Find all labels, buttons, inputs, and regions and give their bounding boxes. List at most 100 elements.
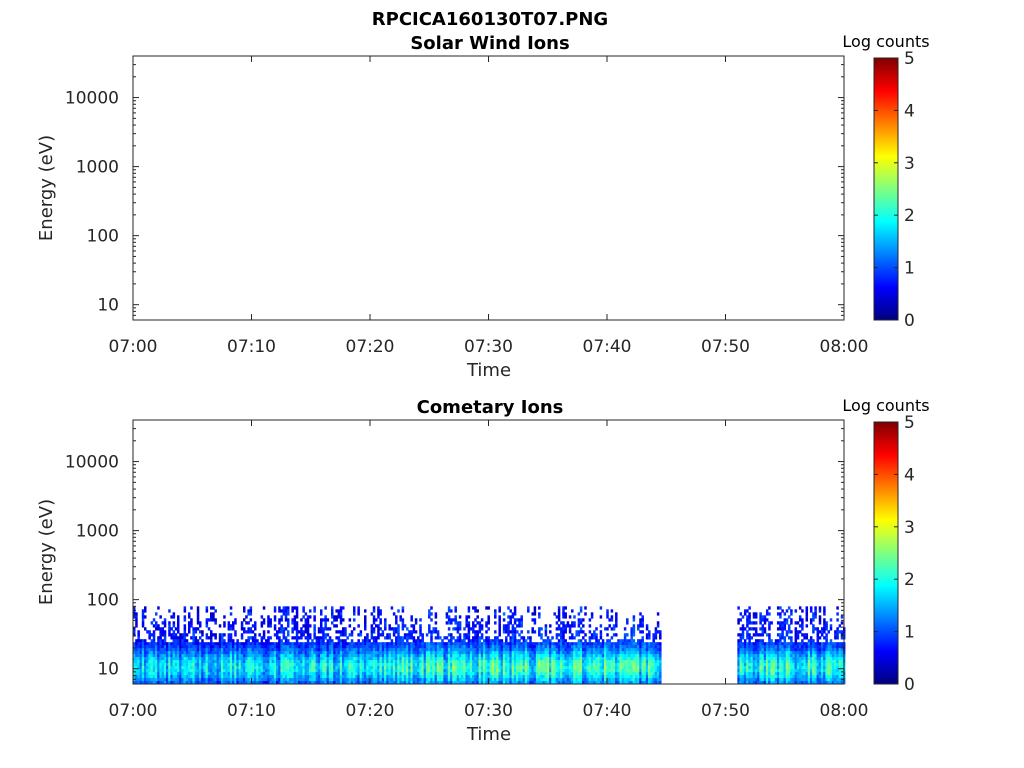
heatmap-cell [377, 627, 380, 631]
heatmap-cell [763, 618, 767, 622]
heatmap-cell [337, 678, 341, 682]
heatmap-cell [379, 642, 382, 646]
heatmap-cell [320, 642, 323, 646]
heatmap-cell [315, 645, 319, 649]
heatmap-cell [456, 651, 460, 655]
heatmap-cell [135, 645, 138, 649]
heatmap-cell [641, 669, 644, 673]
heatmap-cell [291, 609, 294, 613]
heatmap-cell [575, 645, 578, 649]
heatmap-cell [148, 660, 151, 664]
heatmap-cell [549, 657, 552, 661]
heatmap-cell [509, 660, 512, 664]
heatmap-cell [430, 657, 433, 661]
heatmap-cell [335, 657, 338, 661]
heatmap-cell [439, 648, 442, 652]
heatmap-cell [544, 624, 548, 628]
heatmap-cell [551, 651, 554, 655]
heatmap-cell [623, 642, 627, 646]
heatmap-cell [637, 627, 640, 631]
heatmap-cell [260, 660, 264, 664]
heatmap-cell [469, 639, 473, 643]
heatmap-cell [522, 636, 526, 640]
heatmap-cell [258, 681, 261, 685]
heatmap-cell [761, 648, 765, 652]
heatmap-cell [604, 660, 607, 664]
heatmap-cell [304, 618, 308, 622]
heatmap-cell [353, 648, 356, 652]
heatmap-cell [461, 675, 464, 679]
heatmap-cell [601, 672, 605, 676]
heatmap-cell [317, 675, 321, 679]
heatmap-cell [562, 645, 565, 649]
heatmap-cell [463, 660, 466, 664]
heatmap-cell [337, 642, 341, 646]
heatmap-cell [291, 651, 294, 655]
heatmap-cell [410, 636, 413, 640]
heatmap-cell [342, 618, 345, 622]
heatmap-cell [573, 624, 576, 628]
heatmap-cell [388, 666, 391, 670]
heatmap-cell [439, 657, 442, 661]
heatmap-cell [654, 681, 658, 685]
heatmap-cell [366, 642, 369, 646]
heatmap-cell [172, 615, 176, 619]
heatmap-cell [757, 669, 760, 673]
heatmap-cell [571, 681, 574, 685]
heatmap-cell [386, 654, 389, 658]
heatmap-cell [181, 654, 184, 658]
heatmap-cell [218, 675, 222, 679]
heatmap-cell [245, 621, 248, 625]
heatmap-cell [487, 648, 490, 652]
heatmap-cell [739, 648, 743, 652]
heatmap-cell [240, 666, 244, 670]
heatmap-cell [571, 621, 574, 625]
heatmap-cell [414, 657, 418, 661]
heatmap-cell [491, 639, 495, 643]
heatmap-cell [546, 681, 550, 685]
heatmap-cell [765, 678, 769, 682]
heatmap-cell [254, 657, 257, 661]
heatmap-cell [397, 666, 400, 670]
heatmap-cell [487, 651, 490, 655]
heatmap-cell [293, 651, 297, 655]
heatmap-cell [168, 627, 171, 631]
heatmap-cell [135, 624, 138, 628]
heatmap-cell [214, 645, 217, 649]
heatmap-cell [282, 654, 286, 658]
heatmap-cell [280, 639, 283, 643]
heatmap-cell [267, 621, 270, 625]
heatmap-cell [639, 660, 642, 664]
heatmap-cell [555, 642, 559, 646]
heatmap-cell [483, 654, 486, 658]
heatmap-cell [641, 651, 644, 655]
heatmap-cell [353, 681, 356, 685]
heatmap-cell [159, 642, 162, 646]
heatmap-cell [632, 663, 636, 667]
heatmap-cell [395, 621, 398, 625]
heatmap-cell [467, 672, 471, 676]
heatmap-cell [337, 654, 341, 658]
heatmap-cell [295, 678, 299, 682]
heatmap-cell [328, 654, 332, 658]
heatmap-cell [350, 675, 354, 679]
heatmap-cell [174, 645, 178, 649]
heatmap-cell [546, 657, 550, 661]
heatmap-cell [212, 681, 215, 685]
heatmap-cell [443, 636, 446, 640]
heatmap-cell [761, 645, 765, 649]
heatmap-cell [595, 675, 598, 679]
heatmap-cell [599, 675, 603, 679]
heatmap-cell [586, 648, 589, 652]
heatmap-cell [133, 681, 136, 685]
heatmap-cell [267, 660, 270, 664]
heatmap-cell [511, 678, 515, 682]
heatmap-cell [776, 666, 780, 670]
heatmap-cell [544, 645, 548, 649]
heatmap-cell [562, 615, 565, 619]
heatmap-cell [384, 627, 387, 631]
heatmap-cell [384, 657, 387, 661]
heatmap-cell [210, 675, 213, 679]
heatmap-cell [245, 651, 248, 655]
heatmap-cell [168, 654, 171, 658]
